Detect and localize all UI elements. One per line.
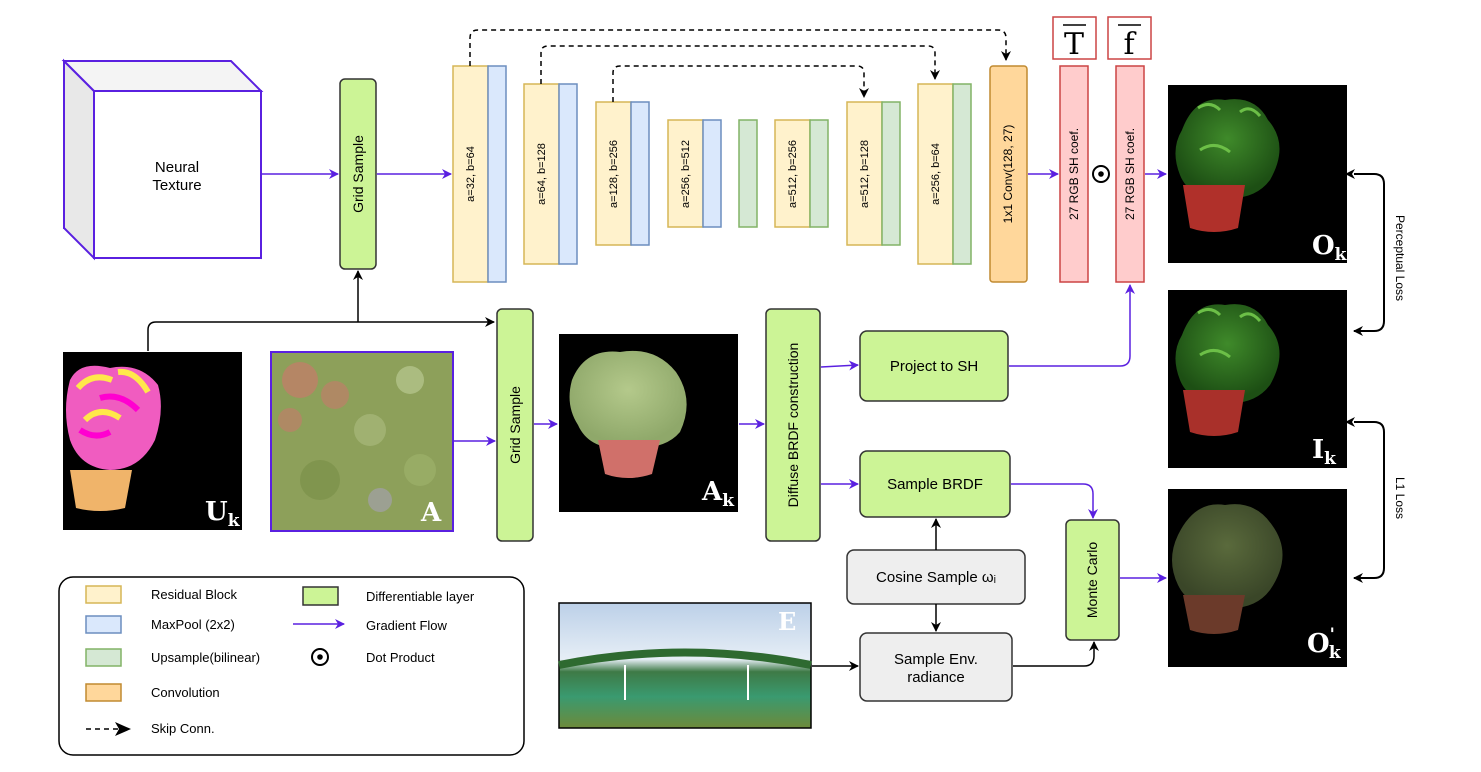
image-a-label: A xyxy=(420,498,442,528)
legend-convolution-label: Convolution xyxy=(151,685,220,700)
perceptual-loss-label: Perceptual Loss xyxy=(1393,215,1407,301)
upsample-7 xyxy=(952,83,972,265)
conv-block: 1x1 Conv(128, 27) xyxy=(989,65,1028,283)
block-3-label: a=128, b=256 xyxy=(608,140,620,208)
image-e-label: E xyxy=(778,607,796,636)
sh-coef-label-t: 27 RGB SH coef. xyxy=(1067,128,1081,220)
image-a: A xyxy=(270,351,454,532)
maxpool-4 xyxy=(702,119,722,228)
image-ok: Ok xyxy=(1168,85,1348,265)
monte-carlo-label: Monte Carlo xyxy=(1084,542,1100,618)
upsample-6 xyxy=(881,101,901,246)
upsample-bottleneck xyxy=(738,119,758,228)
image-uk-label: Uk xyxy=(205,497,241,531)
maxpool-2 xyxy=(558,83,578,265)
sh-coef-box-t: 27 RGB SH coef. xyxy=(1059,65,1089,283)
project-to-sh-box: Project to SH xyxy=(859,330,1009,402)
legend-residual-swatch xyxy=(85,585,122,604)
conv-label: 1x1 Conv(128, 27) xyxy=(1001,125,1015,224)
image-ak-label: Ak xyxy=(701,477,735,511)
residual-block-7 xyxy=(917,83,954,265)
monte-carlo-box: Monte Carlo xyxy=(1065,519,1120,641)
legend-skip-label: Skip Conn. xyxy=(151,721,215,736)
grid-sample-top: Grid Sample xyxy=(339,78,377,270)
legend-convolution-swatch xyxy=(85,683,122,702)
image-ak: Ak xyxy=(559,334,738,512)
cosine-sample-box: Cosine Sample ωᵢ xyxy=(846,549,1026,605)
sample-brdf-label: Sample BRDF xyxy=(887,476,983,493)
project-to-sh-label: Project to SH xyxy=(890,358,978,375)
unet: a=32, b=64 a=64, b=128 a=128, b=256 a=25… xyxy=(452,65,972,283)
block-1-label: a=32, b=64 xyxy=(465,146,477,202)
image-opk-label: O' k xyxy=(1307,625,1342,663)
image-opk: O' k xyxy=(1168,489,1347,667)
residual-block-5 xyxy=(774,119,811,228)
gradient-flow-arrows xyxy=(262,169,1167,583)
maxpool-1 xyxy=(487,65,507,283)
maxpool-3 xyxy=(630,101,650,246)
cosine-sample-label: Cosine Sample ωᵢ xyxy=(876,569,996,586)
block-5-label: a=512, b=256 xyxy=(787,140,799,208)
legend-maxpool-swatch xyxy=(85,615,122,634)
sample-env-label-2: radiance xyxy=(907,669,965,686)
image-ok-label: Ok xyxy=(1312,231,1348,265)
neural-texture-cube: Neural Texture xyxy=(61,58,264,261)
legend-dot-label: Dot Product xyxy=(366,650,435,665)
image-e: E xyxy=(558,602,812,729)
sample-env-label-1: Sample Env. xyxy=(894,651,978,668)
diffuse-brdf-construction: Diffuse BRDF construction xyxy=(765,308,821,542)
legend-residual-label: Residual Block xyxy=(151,587,237,602)
image-ik: Ik xyxy=(1168,290,1347,469)
neural-texture-label-1: Neural xyxy=(155,159,199,176)
diffuse-brdf-label: Diffuse BRDF construction xyxy=(785,343,801,508)
legend-upsample-swatch xyxy=(85,648,122,667)
residual-block-4 xyxy=(667,119,704,228)
image-ik-label: Ik xyxy=(1312,435,1337,469)
legend-maxpool-label: MaxPool (2x2) xyxy=(151,617,235,632)
grid-sample-bottom: Grid Sample xyxy=(496,308,534,542)
residual-block-3 xyxy=(595,101,632,246)
sh-coef-box-f: 27 RGB SH coef. xyxy=(1115,65,1145,283)
legend-diff-layer-swatch xyxy=(302,586,339,606)
f-bar-label: f xyxy=(1123,27,1136,62)
l1-loss-label: L1 Loss xyxy=(1393,477,1407,519)
residual-block-6 xyxy=(846,101,883,246)
grid-sample-top-label: Grid Sample xyxy=(350,135,366,213)
sample-brdf-box: Sample BRDF xyxy=(859,450,1011,518)
skip-connections xyxy=(469,29,1011,102)
l1-loss-arrow xyxy=(1345,417,1385,583)
image-uk: Uk xyxy=(63,352,242,531)
block-4-label: a=256, b=512 xyxy=(680,140,692,208)
legend-dot-symbol xyxy=(311,648,329,666)
block-6-label: a=512, b=128 xyxy=(859,140,871,208)
black-flow-arrows xyxy=(147,270,1099,671)
t-bar-label: T xyxy=(1064,27,1084,62)
sample-env-radiance-box: Sample Env. radiance xyxy=(859,632,1013,702)
f-bar-box: f xyxy=(1107,16,1152,62)
legend-upsample-label: Upsample(bilinear) xyxy=(151,650,260,665)
neural-texture-label: Texture xyxy=(152,177,201,194)
t-bar-box: T xyxy=(1052,16,1097,62)
legend-gradient-label: Gradient Flow xyxy=(366,618,448,633)
perceptual-loss-arrow xyxy=(1345,169,1385,336)
legend-diff-layer-label: Differentiable layer xyxy=(366,589,475,604)
legend: Residual Block MaxPool (2x2) Upsample(bi… xyxy=(58,576,525,756)
block-2-label: a=64, b=128 xyxy=(536,143,548,205)
grid-sample-bottom-label: Grid Sample xyxy=(507,386,523,464)
upsample-5 xyxy=(809,119,829,228)
dot-product-symbol xyxy=(1092,165,1110,183)
block-7-label: a=256, b=64 xyxy=(930,143,942,205)
sh-coef-label-f: 27 RGB SH coef. xyxy=(1123,128,1137,220)
